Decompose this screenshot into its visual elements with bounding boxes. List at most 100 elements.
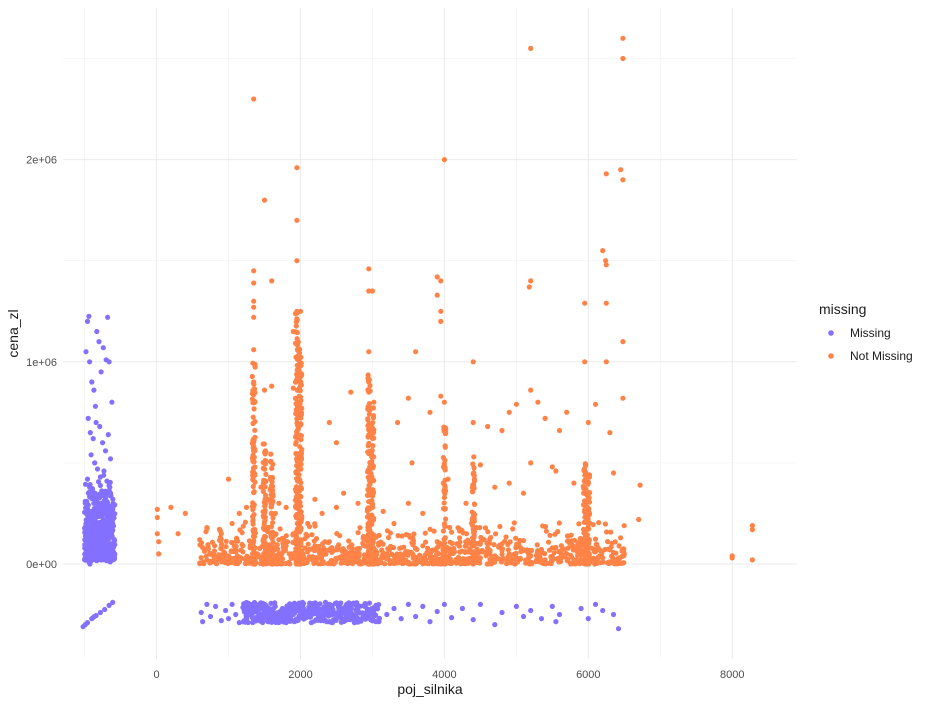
data-point-not-missing — [449, 529, 455, 535]
data-point-not-missing — [274, 557, 280, 563]
data-point-missing — [323, 604, 329, 611]
data-point-not-missing — [370, 415, 376, 421]
data-point-missing — [470, 617, 476, 623]
data-point-not-missing — [345, 560, 351, 567]
data-point-not-missing — [604, 560, 611, 566]
data-point-not-missing — [398, 545, 404, 551]
data-point-missing — [109, 534, 115, 540]
data-point-not-missing — [493, 531, 499, 537]
data-point-not-missing — [621, 523, 627, 529]
data-point-not-missing — [312, 559, 318, 565]
data-point-not-missing — [311, 538, 317, 544]
data-point-not-missing — [336, 542, 342, 548]
data-point-not-missing — [513, 535, 519, 541]
data-point-not-missing — [440, 528, 446, 534]
data-point-not-missing — [604, 529, 610, 535]
data-point-not-missing — [423, 557, 429, 563]
data-point-not-missing — [636, 516, 642, 523]
data-point-missing — [351, 620, 357, 626]
data-point-missing — [97, 423, 103, 430]
data-point-not-missing — [586, 499, 593, 505]
data-point-not-missing — [277, 526, 283, 532]
data-point-not-missing — [294, 258, 300, 264]
data-point-not-missing — [340, 560, 346, 566]
data-point-not-missing — [481, 537, 487, 543]
data-point-not-missing — [449, 540, 455, 547]
data-point-not-missing — [251, 534, 257, 540]
data-point-not-missing — [469, 489, 475, 495]
data-point-not-missing — [261, 521, 267, 528]
data-point-missing — [213, 603, 219, 610]
data-point-not-missing — [298, 397, 304, 404]
data-point-not-missing — [236, 510, 242, 516]
data-point-not-missing — [415, 559, 421, 565]
data-point-not-missing — [319, 553, 325, 559]
data-point-not-missing — [410, 535, 416, 542]
data-point-not-missing — [441, 494, 447, 501]
data-point-not-missing — [258, 484, 264, 490]
data-point-missing — [233, 611, 239, 618]
data-point-not-missing — [505, 547, 511, 553]
data-point-not-missing — [385, 535, 392, 541]
data-point-not-missing — [369, 288, 375, 294]
data-point-not-missing — [294, 217, 300, 223]
data-point-missing — [366, 607, 372, 614]
data-point-not-missing — [205, 542, 211, 548]
data-point-not-missing — [442, 506, 448, 512]
data-point-not-missing — [320, 559, 326, 565]
data-point-missing — [88, 452, 94, 458]
data-point-not-missing — [251, 379, 257, 385]
data-point-missing — [89, 529, 95, 535]
data-point-not-missing — [261, 541, 268, 547]
data-point-not-missing — [590, 522, 596, 528]
data-point-not-missing — [570, 543, 576, 549]
data-point-not-missing — [447, 524, 453, 531]
data-point-missing — [91, 516, 97, 523]
data-point-not-missing — [290, 328, 296, 335]
data-point-not-missing — [535, 558, 541, 564]
data-point-missing — [104, 478, 110, 484]
data-point-not-missing — [298, 519, 304, 525]
data-point-missing — [82, 525, 88, 531]
data-point-missing — [223, 607, 229, 614]
data-point-not-missing — [434, 556, 440, 562]
data-point-missing — [276, 616, 282, 622]
data-point-not-missing — [438, 308, 444, 314]
data-point-not-missing — [252, 545, 258, 551]
data-point-not-missing — [296, 523, 302, 529]
data-point-not-missing — [204, 546, 210, 552]
data-point-not-missing — [603, 262, 609, 268]
data-point-not-missing — [294, 407, 300, 413]
data-point-not-missing — [592, 536, 599, 542]
data-point-missing — [287, 606, 293, 613]
tick-labels: 0 2000 4000 6000 8000 0e+00 1e+06 2e+06 — [26, 155, 744, 681]
data-point-not-missing — [405, 500, 411, 506]
data-point-not-missing — [729, 555, 735, 561]
data-point-not-missing — [334, 531, 340, 537]
data-point-not-missing — [427, 526, 433, 532]
data-point-not-missing — [528, 460, 534, 466]
data-point-missing — [102, 533, 109, 539]
data-point-missing — [265, 619, 271, 625]
data-point-not-missing — [549, 545, 555, 551]
data-point-missing — [355, 603, 361, 610]
data-point-not-missing — [477, 539, 483, 545]
data-point-missing — [200, 619, 206, 625]
data-point-not-missing — [399, 533, 405, 539]
data-point-missing — [106, 553, 112, 559]
data-point-not-missing — [292, 340, 299, 346]
data-point-not-missing — [252, 419, 258, 425]
data-point-missing — [97, 541, 103, 547]
data-point-not-missing — [369, 447, 375, 453]
data-point-missing — [103, 519, 109, 525]
data-point-not-missing — [272, 510, 278, 516]
data-point-not-missing — [583, 541, 589, 547]
data-point-not-missing — [487, 536, 493, 543]
data-point-not-missing — [154, 514, 160, 521]
data-point-missing — [264, 611, 270, 617]
data-point-missing — [326, 619, 332, 625]
data-point-missing — [109, 511, 115, 518]
data-point-missing — [84, 556, 90, 562]
data-point-missing — [93, 419, 99, 426]
data-point-not-missing — [297, 499, 303, 505]
